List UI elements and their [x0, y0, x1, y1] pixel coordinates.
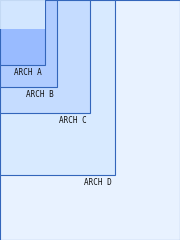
Text: ARCH C: ARCH C — [59, 116, 87, 125]
Bar — [0, 0, 45, 29]
Text: ARCH B: ARCH B — [26, 90, 54, 99]
Bar — [0, 0, 90, 113]
Text: ARCH A: ARCH A — [14, 68, 42, 77]
Bar — [0, 0, 57, 87]
Bar — [0, 0, 45, 65]
Bar — [0, 0, 115, 175]
Text: ARCH D: ARCH D — [84, 178, 112, 187]
